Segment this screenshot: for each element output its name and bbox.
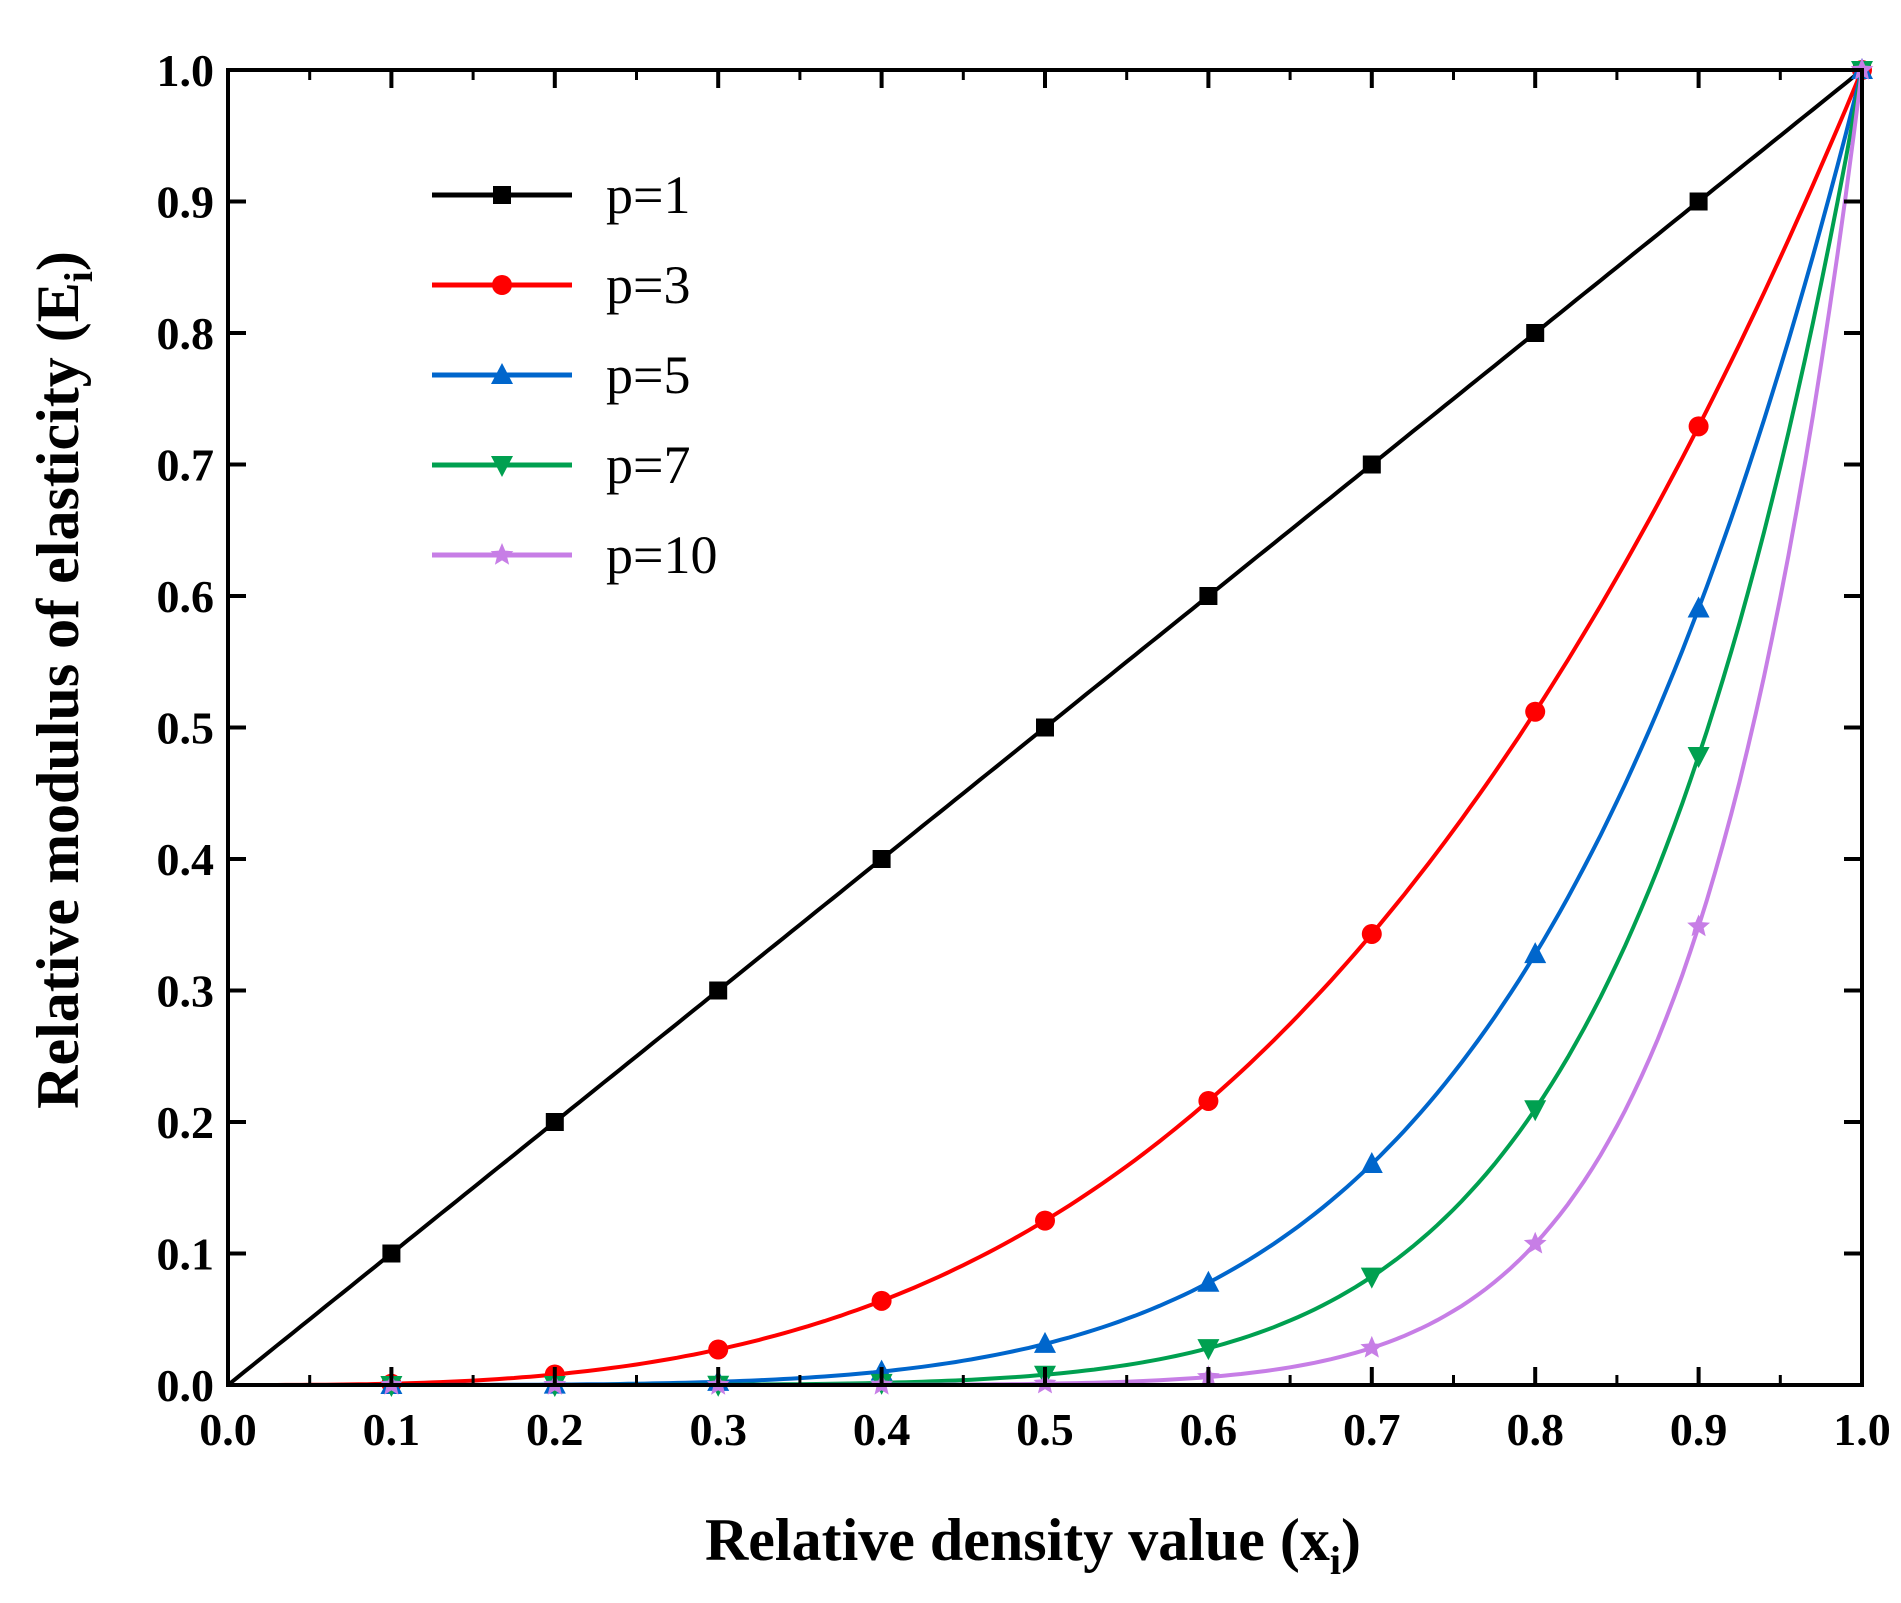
y-tick-label: 0.5 <box>157 703 215 754</box>
legend-entry: p=1 <box>432 165 690 225</box>
data-point <box>1524 1100 1547 1122</box>
data-point <box>1360 1267 1383 1289</box>
data-point <box>1689 192 1708 211</box>
x-tick-label: 0.0 <box>199 1404 257 1455</box>
legend-swatch-marker <box>493 186 511 204</box>
data-point <box>708 1339 729 1360</box>
data-point <box>1687 596 1710 618</box>
legend-label: p=5 <box>606 345 690 405</box>
data-point <box>382 1244 401 1263</box>
data-point <box>1361 923 1382 944</box>
ticks-layer: 0.0 0.1 0.2 0.3 0.4 0.5 0.6 0.7 0.8 0.9 1.0 0.0 0.1 0… <box>157 45 1891 1455</box>
legend-swatch-marker <box>490 543 514 565</box>
legend-entry: p=3 <box>432 255 690 315</box>
x-tick-label: 0.1 <box>363 1404 421 1455</box>
y-tick-label: 0.8 <box>157 308 215 359</box>
series-p-1 <box>226 61 1871 1387</box>
data-point <box>1687 914 1710 937</box>
data-point <box>1197 1270 1220 1292</box>
x-tick-label: 1.0 <box>1833 1404 1891 1455</box>
data-point <box>1197 1339 1220 1361</box>
data-point <box>1034 1331 1056 1353</box>
data-point <box>871 1290 892 1311</box>
data-point <box>1198 1090 1219 1111</box>
data-point <box>1524 942 1547 964</box>
data-point <box>1525 701 1546 722</box>
legend-swatch-marker <box>491 363 513 384</box>
legend-label: p=7 <box>606 435 690 495</box>
data-point <box>709 981 728 1000</box>
y-tick-label: 0.3 <box>157 966 215 1017</box>
legend-entry: p=7 <box>432 435 690 495</box>
series-layer <box>226 58 1874 1397</box>
y-tick-label: 0.6 <box>157 571 215 622</box>
x-axis-title: Relative density value (xi) <box>705 1507 1361 1583</box>
x-tick-label: 0.8 <box>1506 1404 1564 1455</box>
data-point <box>1688 416 1709 437</box>
x-tick-label: 0.9 <box>1670 1404 1728 1455</box>
x-tick-label: 0.6 <box>1180 1404 1238 1455</box>
data-point <box>1035 1210 1055 1231</box>
data-point <box>1360 1151 1383 1173</box>
x-tick-label: 0.7 <box>1343 1404 1401 1455</box>
data-point <box>1687 747 1710 769</box>
legend-swatch-marker <box>491 456 513 477</box>
y-tick-label: 0.9 <box>157 177 215 228</box>
y-tick-label: 0.0 <box>157 1360 215 1411</box>
y-tick-label: 0.2 <box>157 1097 215 1148</box>
legend: p=1 p=3 p=5 p=7 p=10 <box>432 165 717 585</box>
data-point <box>1199 587 1218 605</box>
data-point <box>1362 455 1381 474</box>
x-tick-label: 0.5 <box>1016 1404 1074 1455</box>
y-tick-label: 1.0 <box>157 45 215 96</box>
data-point <box>545 1113 564 1131</box>
x-tick-label: 0.3 <box>689 1404 747 1455</box>
legend-entry: p=10 <box>432 525 717 585</box>
legend-swatch-marker <box>492 275 512 295</box>
legend-label: p=1 <box>606 165 690 225</box>
data-point <box>872 850 891 868</box>
y-tick-label: 0.7 <box>157 440 215 491</box>
legend-entry: p=5 <box>432 345 690 405</box>
data-point <box>1036 718 1054 737</box>
data-point <box>1360 1335 1384 1358</box>
data-point <box>1523 1231 1547 1254</box>
y-tick-label: 0.1 <box>157 1229 215 1280</box>
legend-label: p=3 <box>606 255 690 315</box>
x-tick-label: 0.2 <box>526 1404 584 1455</box>
legend-label: p=10 <box>606 525 717 585</box>
y-axis-title: Relative modulus of elasticity (Ei) <box>25 251 101 1109</box>
x-tick-label: 0.4 <box>853 1404 911 1455</box>
y-tick-label: 0.4 <box>157 834 215 885</box>
data-point <box>1526 324 1545 342</box>
